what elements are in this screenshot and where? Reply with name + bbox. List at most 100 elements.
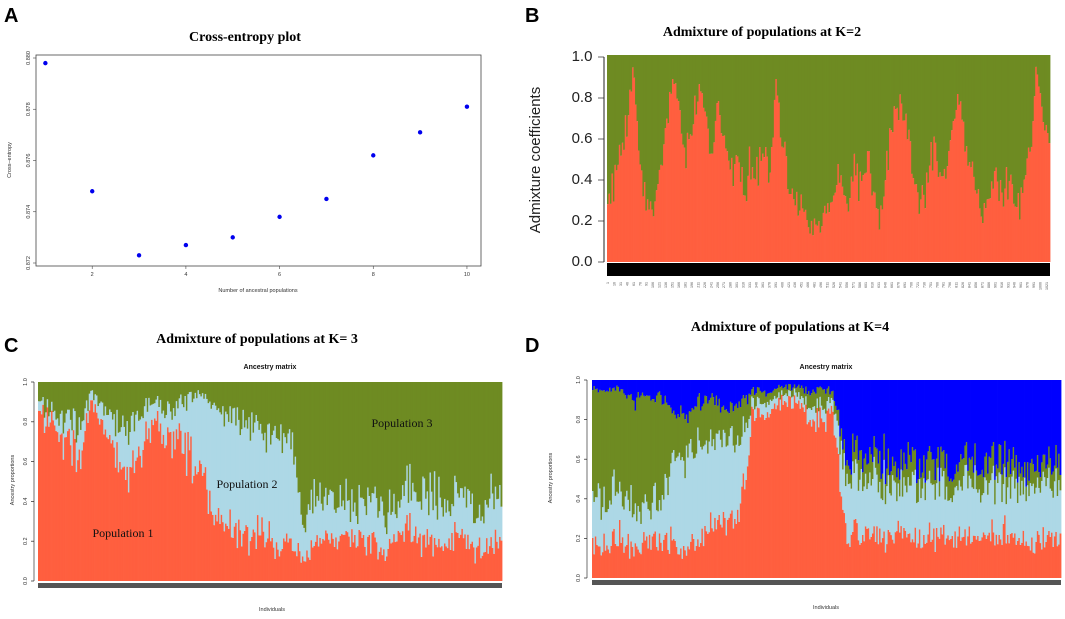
admixture-bar-segment: [597, 380, 600, 393]
data-point: [183, 242, 189, 248]
admixture-bar-segment: [51, 401, 53, 411]
admixture-bar-segment: [494, 529, 497, 581]
admixture-bar-segment: [413, 382, 416, 492]
admixture-bar-segment: [923, 194, 925, 262]
admixture-bar-segment: [866, 464, 869, 490]
admixture-bar-segment: [158, 407, 161, 432]
admixture-bar-segment: [933, 459, 935, 485]
y-tick-label: 0.0: [23, 577, 29, 585]
admixture-bar-segment: [695, 114, 698, 262]
admixture-bar-segment: [794, 205, 797, 262]
admixture-bar-segment: [1007, 55, 1010, 200]
admixture-bar-segment: [51, 382, 53, 402]
admixture-bar-segment: [841, 55, 844, 187]
admixture-bar-segment: [1026, 55, 1029, 159]
admixture-bar-segment: [94, 404, 97, 581]
admixture-bar-segment: [346, 500, 349, 533]
admixture-bar-segment: [139, 382, 142, 420]
admixture-bar-segment: [207, 403, 210, 514]
admixture-bar-segment: [956, 55, 959, 94]
admixture-bar-segment: [1041, 55, 1044, 107]
admixture-bar-segment: [695, 546, 698, 578]
admixture-bar-segment: [664, 473, 667, 535]
admixture-bar-segment: [903, 527, 906, 578]
admixture-bar-segment: [954, 55, 956, 119]
admixture-bar-segment: [833, 380, 836, 402]
admixture-bar-segment: [606, 380, 609, 391]
admixture-bar-segment: [122, 382, 124, 416]
admixture-bar-segment: [335, 512, 338, 538]
admixture-bar-segment: [630, 485, 633, 542]
admixture-bar-segment: [227, 382, 230, 422]
admixture-bar-segment: [652, 55, 655, 217]
admixture-bar-segment: [935, 458, 938, 484]
admixture-bar-segment: [832, 380, 834, 391]
admixture-bar-segment: [803, 393, 806, 405]
admixture-bar-segment: [500, 382, 503, 507]
admixture-bar-segment: [778, 55, 781, 103]
admixture-bar-segment: [140, 416, 143, 468]
admixture-bar-segment: [759, 403, 762, 418]
individual-label: 436: [793, 282, 797, 288]
admixture-bar-segment: [643, 503, 645, 533]
admixture-bar-segment: [654, 402, 657, 483]
admixture-bar-segment: [477, 517, 480, 546]
admixture-bar-segment: [886, 486, 889, 545]
admixture-bar-segment: [781, 380, 783, 386]
individual-label: 31: [619, 282, 623, 286]
admixture-bar-segment: [480, 558, 483, 581]
admixture-bar-segment: [923, 478, 925, 535]
admixture-bar-segment: [889, 55, 891, 129]
admixture-bar-segment: [1006, 461, 1009, 488]
admixture-bar-segment: [1012, 380, 1015, 448]
admixture-bar-segment: [821, 55, 823, 227]
admixture-bar-segment: [865, 172, 868, 262]
admixture-bar-segment: [844, 196, 847, 262]
admixture-bar-segment: [119, 431, 122, 462]
admixture-bar-segment: [149, 442, 152, 581]
admixture-bar-segment: [906, 469, 908, 493]
admixture-bar-segment: [930, 55, 933, 142]
admixture-bar-segment: [842, 509, 844, 578]
admixture-bar-segment: [626, 380, 628, 399]
admixture-bar-segment: [109, 434, 111, 581]
admixture-bar-segment: [925, 459, 928, 481]
admixture-bar-segment: [197, 390, 200, 472]
admixture-bar-segment: [709, 512, 712, 578]
admixture-bar-segment: [1019, 473, 1022, 496]
admixture-bar-segment: [689, 55, 692, 135]
admixture-bar-segment: [1051, 532, 1053, 578]
admixture-bar-segment: [630, 380, 633, 394]
admixture-bar-segment: [500, 506, 503, 541]
admixture-bar-segment: [378, 551, 381, 581]
admixture-bar-segment: [902, 120, 905, 262]
admixture-bar-segment: [314, 541, 317, 581]
admixture-bar-segment: [983, 55, 986, 204]
admixture-bar-segment: [711, 528, 714, 578]
admixture-bar-segment: [187, 394, 190, 432]
admixture-bar-segment: [1041, 106, 1044, 262]
admixture-bar-segment: [965, 146, 968, 262]
admixture-bar-segment: [354, 502, 356, 535]
admixture-bar-segment: [1014, 55, 1017, 207]
admixture-bar-segment: [278, 382, 281, 441]
admixture-bar-segment: [312, 513, 314, 548]
admixture-bar-segment: [462, 382, 465, 498]
admixture-bar-segment: [911, 173, 914, 262]
admixture-bar-segment: [626, 544, 628, 578]
admixture-bar-segment: [445, 382, 448, 513]
admixture-bar-segment: [623, 393, 626, 510]
admixture-bar-segment: [894, 380, 897, 462]
admixture-bar-segment: [125, 435, 127, 480]
admixture-bar-segment: [277, 549, 280, 581]
admixture-bar-segment: [258, 535, 261, 581]
admixture-bar-segment: [853, 55, 856, 154]
admixture-bar-segment: [908, 533, 911, 578]
admixture-bar-segment: [628, 558, 631, 578]
admixture-bar-segment: [731, 55, 733, 158]
admixture-bar-segment: [293, 551, 296, 581]
admixture-bar-segment: [93, 382, 95, 401]
admixture-bar-segment: [278, 556, 281, 581]
admixture-bar-segment: [999, 55, 1002, 181]
admixture-bar-segment: [992, 55, 995, 189]
